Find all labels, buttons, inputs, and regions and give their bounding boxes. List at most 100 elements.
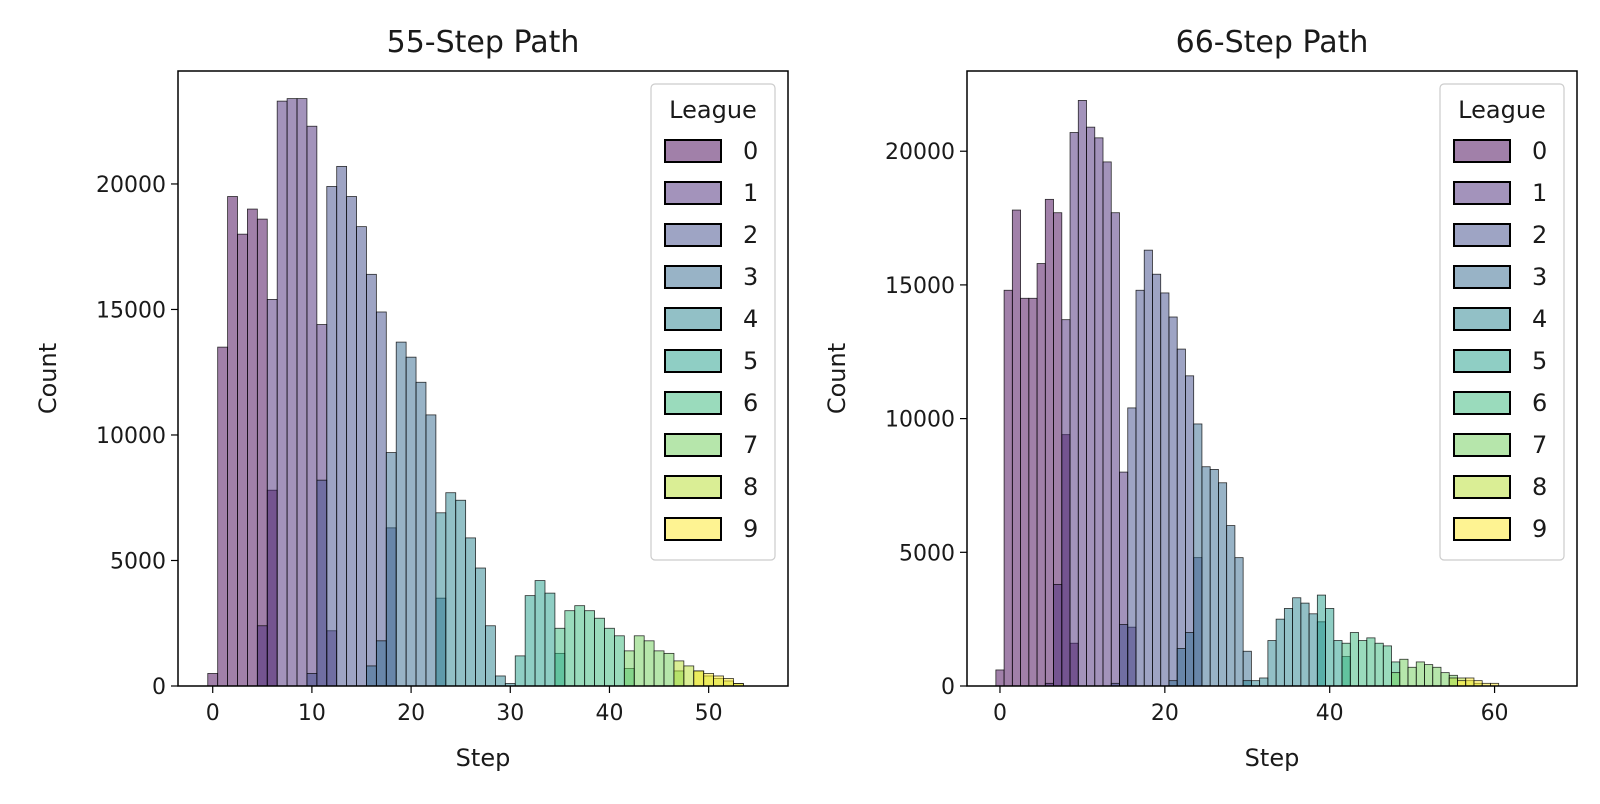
axes-frame [966, 70, 1578, 687]
bar-league-6-step-35 [554, 627, 566, 687]
bar-league-2-step-22 [1176, 348, 1186, 687]
x-tick-label: 0 [206, 701, 220, 726]
bar-league-3-step-22 [425, 414, 437, 687]
bar-league-7-step-51 [1415, 661, 1425, 687]
bar-league-1-step-5 [256, 625, 268, 687]
legend-label-7: 7 [1532, 431, 1547, 459]
bar-league-6-step-37 [574, 605, 586, 687]
bar-league-9-step-52 [723, 678, 734, 687]
legend-swatch-8 [1453, 475, 1511, 499]
bar-league-0-step-0 [207, 673, 219, 687]
legend: League 0 1 2 3 4 5 6 7 8 9 [650, 83, 776, 561]
bar-league-4-step-33 [1267, 640, 1277, 687]
x-tick-label: 20 [1151, 701, 1179, 726]
chart-title: 66-Step Path [1176, 25, 1369, 60]
bar-league-4-step-24 [445, 492, 457, 687]
bar-league-3-step-18 [385, 452, 397, 687]
bar-league-1-step-12 [1094, 137, 1104, 687]
bar-league-2-step-16 [366, 273, 377, 687]
bar-league-7-step-46 [663, 652, 675, 687]
bar-league-7-step-53 [1432, 666, 1442, 687]
bar-league-2-step-19 [1152, 273, 1162, 687]
bar-league-2-step-20 [1160, 292, 1170, 687]
y-tick-label: 10000 [96, 424, 166, 449]
bar-league-6-step-43 [1349, 632, 1359, 687]
bar-league-4-step-37 [1300, 602, 1310, 687]
bar-league-1-step-8 [286, 98, 298, 687]
bar-league-8-step-55 [1448, 677, 1458, 687]
bar-league-8-step-48 [683, 665, 695, 687]
bar-league-7-step-54 [1440, 672, 1450, 687]
y-tick-label: 15000 [96, 298, 166, 323]
legend-label-1: 1 [743, 179, 758, 207]
bar-league-6-step-46 [1374, 642, 1384, 687]
bar-league-4-step-32 [1259, 677, 1269, 687]
bar-league-5-step-32 [524, 595, 536, 687]
bar-league-0-step-5 [256, 218, 268, 687]
legend-swatch-6 [664, 391, 722, 415]
legend-swatch-0 [664, 139, 722, 163]
bar-league-2-step-17 [375, 311, 387, 687]
bar-league-6-step-44 [1358, 640, 1368, 687]
y-tick-label: 10000 [885, 408, 955, 433]
bar-league-2-step-10 [306, 673, 318, 687]
legend-swatch-1 [1453, 181, 1511, 205]
bar-league-1-step-10 [1077, 100, 1087, 687]
bar-league-3-step-19 [395, 341, 407, 687]
legend-swatch-2 [1453, 223, 1511, 247]
bar-league-3-step-21 [415, 381, 427, 687]
bar-league-0-step-1 [217, 346, 228, 687]
bar-league-0-step-4 [247, 208, 258, 687]
legend-label-1: 1 [1532, 179, 1547, 207]
x-axis-label: Step [456, 744, 511, 772]
legend-label-2: 2 [1532, 221, 1547, 249]
bar-league-9-step-56 [1457, 680, 1467, 687]
bar-league-3-step-23 [1185, 632, 1195, 687]
bar-league-6-step-36 [564, 610, 576, 687]
y-axis-label: Count [34, 343, 62, 414]
legend-swatch-2 [664, 223, 722, 247]
bar-league-1-step-13 [1102, 161, 1112, 687]
bar-league-6-step-42 [1341, 642, 1351, 687]
bar-league-5-step-33 [534, 580, 546, 687]
x-tick-label: 10 [298, 701, 326, 726]
legend-swatch-1 [664, 181, 722, 205]
legend-label-3: 3 [1532, 263, 1547, 291]
legend-swatch-8 [664, 475, 722, 499]
bar-league-7-step-50 [1407, 666, 1417, 687]
legend-label-0: 0 [743, 137, 758, 165]
bar-league-5-step-40 [1325, 608, 1335, 687]
bar-league-2-step-15 [356, 226, 367, 687]
bar-league-0-step-2 [227, 196, 238, 687]
bar-league-4-step-23 [435, 512, 447, 687]
legend-label-2: 2 [743, 221, 758, 249]
bar-league-6-step-39 [594, 617, 605, 687]
bar-league-5-step-41 [1333, 640, 1343, 687]
bar-league-3-step-26 [1209, 469, 1219, 687]
bar-league-2-step-11 [316, 479, 328, 687]
bar-league-1-step-7 [1053, 583, 1063, 687]
bar-league-9-step-51 [713, 675, 724, 687]
legend: League 0 1 2 3 4 5 6 7 8 9 [1439, 83, 1565, 561]
bar-league-3-step-25 [1201, 466, 1211, 687]
bar-league-0-step-5 [1036, 263, 1046, 687]
bar-league-2-step-15 [1119, 624, 1129, 687]
x-tick-label: 30 [496, 701, 524, 726]
legend-label-8: 8 [743, 473, 758, 501]
bar-league-0-step-3 [1020, 297, 1030, 687]
bar-league-5-step-39 [1316, 594, 1326, 687]
x-tick-label: 40 [1316, 701, 1344, 726]
bar-league-4-step-30 [1242, 680, 1252, 687]
bar-league-3-step-29 [1234, 557, 1244, 687]
bar-league-7-step-49 [1399, 658, 1409, 687]
bar-league-6-step-45 [1366, 637, 1376, 687]
legend-swatch-5 [1453, 349, 1511, 373]
bar-league-4-step-25 [455, 499, 467, 687]
legend-label-5: 5 [743, 347, 758, 375]
bar-league-9-step-49 [693, 670, 705, 687]
bar-league-4-step-38 [1308, 613, 1318, 687]
legend-label-8: 8 [1532, 473, 1547, 501]
